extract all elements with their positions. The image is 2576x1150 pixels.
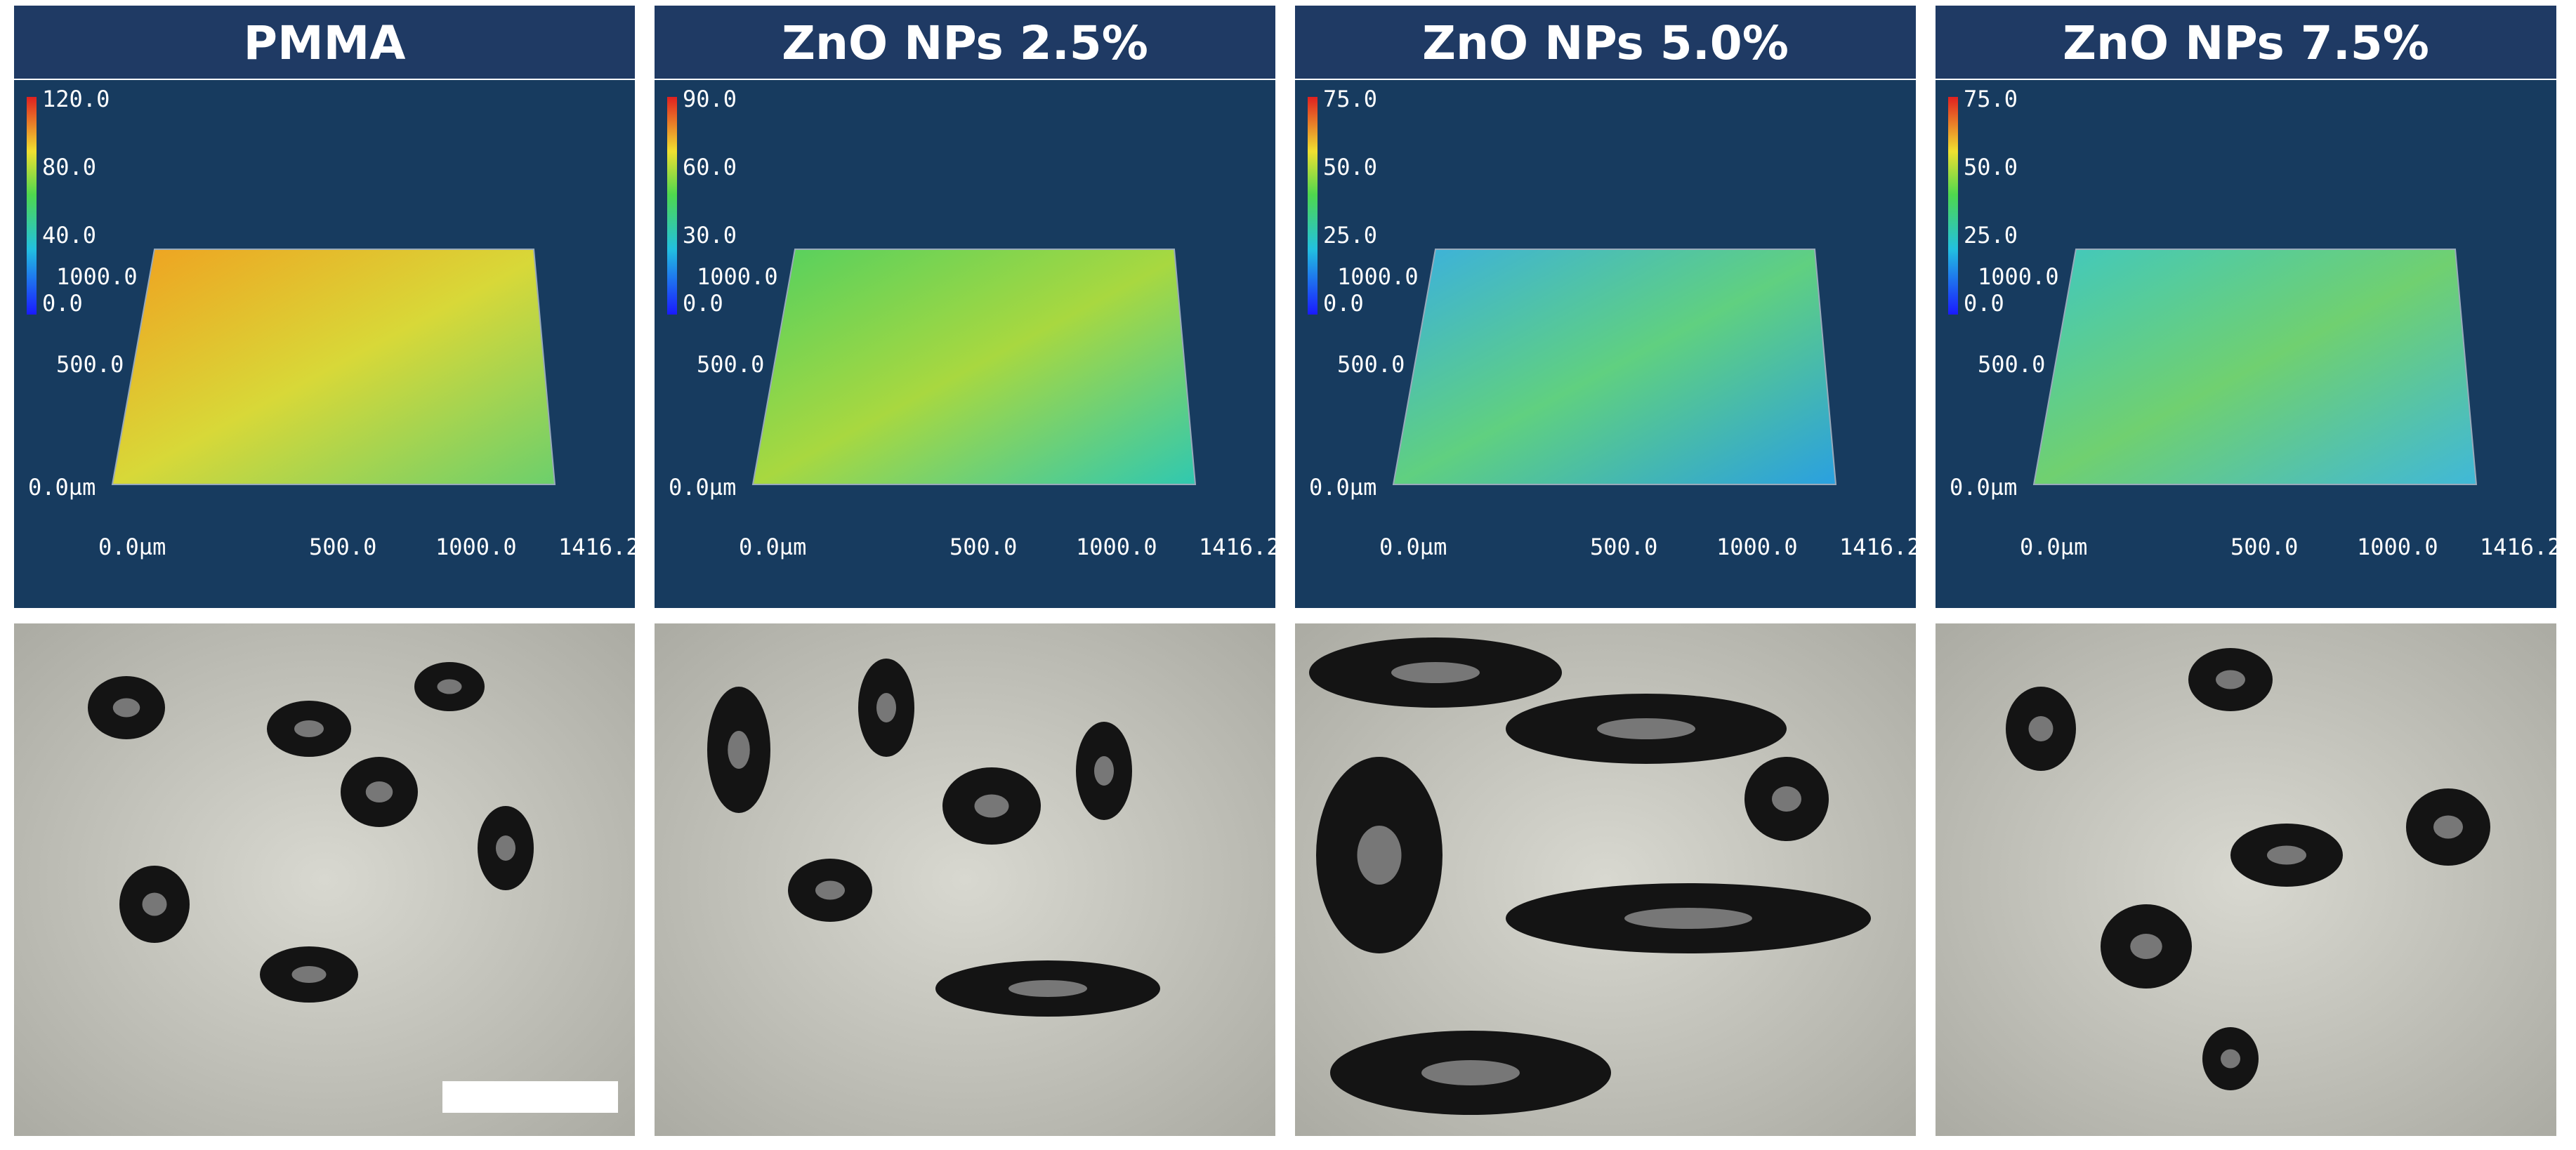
feature-core: [2221, 1049, 2240, 1069]
feature-core: [112, 698, 140, 718]
x-axis-label: 0.0µm: [1379, 534, 1447, 560]
y-axis-label: 500.0: [697, 351, 764, 378]
feature-core: [291, 966, 327, 983]
feature-core: [365, 781, 393, 802]
colorbar-label: 75.0: [1323, 86, 1377, 112]
panel: ZnO NPs 7.5%75.050.025.00.01000.0500.00.…: [1936, 6, 2561, 1136]
colorbar: [27, 97, 37, 315]
feature-core: [496, 835, 515, 861]
feature-core: [142, 892, 167, 916]
y-axis-label: 500.0: [1337, 351, 1405, 378]
x-axis-label: 500.0: [309, 534, 376, 560]
y-axis-label: 0.0µm: [669, 474, 736, 501]
feature-core: [2216, 670, 2245, 689]
x-axis-label: 1000.0: [2357, 534, 2438, 560]
panel: ZnO NPs 2.5%90.060.030.00.01000.0500.00.…: [655, 6, 1280, 1136]
panel-title: ZnO NPs 2.5%: [782, 16, 1148, 70]
y-axis-label: 500.0: [1978, 351, 2045, 378]
panel-title: ZnO NPs 5.0%: [1422, 16, 1789, 70]
feature-core: [1357, 826, 1402, 885]
colorbar-label: 0.0: [1323, 290, 1364, 317]
colorbar-label: 75.0: [1964, 86, 2018, 112]
x-axis-label: 1000.0: [1076, 534, 1157, 560]
feature-core: [1597, 718, 1695, 739]
x-axis-label: 0.0µm: [739, 534, 806, 560]
feature-core: [1008, 980, 1087, 997]
feature-core: [876, 693, 896, 722]
panel-header: [1936, 6, 2556, 79]
x-axis-label: 500.0: [2230, 534, 2298, 560]
x-axis-label: 1000.0: [435, 534, 517, 560]
surface-3d: [2032, 249, 2478, 485]
colorbar-label: 0.0: [683, 290, 723, 317]
feature-core: [437, 679, 462, 694]
colorbar: [1948, 97, 1958, 315]
colorbar-label: 25.0: [1323, 222, 1377, 249]
feature-core: [974, 794, 1009, 818]
x-axis-label: 1416.2: [1199, 534, 1280, 560]
panel-header: [1295, 6, 1916, 79]
x-axis-label: 1416.2: [2480, 534, 2561, 560]
panel: PMMA120.080.040.00.01000.0500.00.0µm0.0µ…: [14, 6, 640, 1136]
feature-core: [2433, 815, 2463, 839]
feature-core: [2267, 845, 2306, 865]
colorbar-label: 0.0: [42, 290, 83, 317]
y-axis-label: 1000.0: [1337, 263, 1419, 290]
feature-core: [815, 880, 845, 900]
x-axis-label: 500.0: [949, 534, 1017, 560]
colorbar-label: 30.0: [683, 222, 737, 249]
feature-core: [1772, 786, 1801, 812]
feature-core: [2130, 934, 2162, 959]
panel: ZnO NPs 5.0%75.050.025.00.01000.0500.00.…: [1295, 6, 1921, 1136]
panel-title: PMMA: [244, 16, 406, 70]
y-axis-label: 0.0µm: [1950, 474, 2017, 501]
colorbar-label: 25.0: [1964, 222, 2018, 249]
colorbar-label: 0.0: [1964, 290, 2004, 317]
y-axis-label: 0.0µm: [28, 474, 96, 501]
y-axis-label: 500.0: [56, 351, 124, 378]
micrograph-features: [707, 659, 1160, 1017]
y-axis-label: 1000.0: [1978, 263, 2059, 290]
colorbar-label: 80.0: [42, 154, 96, 180]
x-axis-label: 0.0µm: [98, 534, 166, 560]
feature-core: [1421, 1060, 1520, 1085]
micrograph-features: [2006, 648, 2490, 1090]
panel-header: [655, 6, 1275, 79]
surface-3d: [1392, 249, 1837, 485]
x-axis-label: 1416.2: [558, 534, 640, 560]
feature-core: [1391, 662, 1480, 683]
x-axis-label: 1416.2: [1839, 534, 1921, 560]
colorbar: [667, 97, 677, 315]
panel-header: [14, 6, 635, 79]
colorbar-label: 50.0: [1323, 154, 1377, 180]
colorbar-label: 60.0: [683, 154, 737, 180]
feature-core: [294, 720, 324, 737]
y-axis-label: 0.0µm: [1309, 474, 1376, 501]
y-axis-label: 1000.0: [56, 263, 138, 290]
x-axis-label: 500.0: [1590, 534, 1657, 560]
colorbar-label: 120.0: [42, 86, 110, 112]
feature-core: [1624, 908, 1752, 929]
colorbar-label: 40.0: [42, 222, 96, 249]
micrograph-features: [1309, 637, 1871, 1115]
colorbar-label: 90.0: [683, 86, 737, 112]
feature-core: [2028, 716, 2053, 741]
surface-3d: [751, 249, 1197, 485]
x-axis-label: 1000.0: [1716, 534, 1798, 560]
scale-bar: [442, 1081, 618, 1113]
colorbar: [1308, 97, 1317, 315]
y-axis-label: 1000.0: [697, 263, 778, 290]
colorbar-label: 50.0: [1964, 154, 2018, 180]
panel-title: ZnO NPs 7.5%: [2063, 16, 2429, 70]
surface-3d: [111, 249, 556, 485]
feature-core: [1094, 756, 1114, 786]
micrograph-features: [88, 662, 534, 1003]
feature-core: [728, 731, 750, 769]
x-axis-label: 0.0µm: [2020, 534, 2087, 560]
